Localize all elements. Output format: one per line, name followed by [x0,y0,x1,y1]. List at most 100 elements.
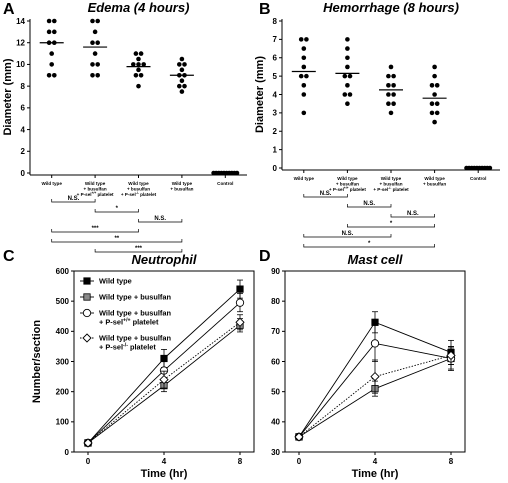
y-axis-label: Number/section [31,320,43,403]
legend-label: Wild type + busulfan [99,309,171,318]
data-point [49,51,54,56]
y-tick-label: 5 [273,72,278,81]
data-point [434,83,440,88]
data-point [179,89,185,94]
y-tick-label: 2 [21,147,26,156]
data-point [304,37,309,42]
comparison-label: N.S. [320,191,332,197]
series-line [87,321,241,444]
x-tick-label: 8 [449,457,454,466]
category-label: Wild type [337,176,358,181]
data-point [432,119,437,125]
panel-title: Hemorrhage (8 hours) [323,0,459,15]
data-point [432,73,437,79]
y-tick-label: 0 [273,164,278,173]
data-point [386,83,391,88]
category-label: + P-sel-/- platelet [121,191,157,197]
panel-letter: B [259,1,271,18]
y-tick-label: 0 [65,448,70,457]
panel-letter: C [3,248,15,265]
category-label: Wild type [424,176,445,181]
data-marker [235,298,245,307]
data-point [429,110,435,116]
data-point [92,29,98,35]
data-point [301,55,307,61]
x-axis-label: Time (hr) [352,468,399,480]
y-tick-label: 60 [271,357,280,366]
series [294,346,456,442]
category-label: Wild type [172,181,193,186]
data-point [133,72,139,78]
comparison-bracket [94,249,183,253]
data-point [49,62,54,67]
data-marker [370,339,380,348]
data-point [429,101,435,106]
data-point [141,62,146,67]
data-point [301,110,307,116]
y-tick-label: 12 [16,39,25,48]
comparison-bracket [347,204,392,208]
y-tick-label: 50 [271,387,280,396]
data-point [388,64,394,70]
panel-letter: D [259,248,271,265]
data-point [391,101,396,106]
comparison-bracket [303,244,435,248]
x-tick-label: 0 [297,457,302,466]
y-tick-label: 600 [56,267,70,276]
data-point [90,62,95,67]
comparison-bracket [303,194,348,198]
comparison-label: ** [114,236,119,242]
y-tick-label: 200 [56,387,70,396]
series [83,314,245,448]
data-point [177,83,182,89]
data-marker [160,354,168,363]
data-point [92,51,98,56]
comparison-label: *** [135,246,143,252]
data-point [46,72,52,78]
y-tick-label: 3 [273,109,278,118]
data-point [46,18,52,24]
data-point [345,64,350,70]
y-tick-label: 8 [273,17,278,26]
y-tick-label: 100 [56,418,70,427]
y-tick-label: 14 [16,17,25,26]
legend-marker [82,333,92,343]
legend-label: Wild type [99,277,132,286]
comparison-label: N.S. [407,211,419,217]
category-label: Wild type [85,181,106,186]
panel-c: C Neutrophil 0 100 200 300 400 500 600 0 4 8 Time (h… [3,248,255,480]
data-point [179,56,185,62]
y-tick-label: 10 [16,60,25,69]
data-point [345,83,350,88]
category-label: Wild type [42,181,63,186]
data-point [95,18,100,24]
comparison-label: N.S. [154,216,166,222]
y-axis-label: Diameter (mm) [254,56,266,133]
data-point [138,72,144,78]
y-tick-label: 7 [273,35,278,44]
data-point [52,18,57,24]
y-tick-label: 70 [271,327,280,336]
data-point [95,40,100,46]
data-point [386,73,391,79]
comparison-label: * [368,241,371,247]
data-point [95,62,100,67]
comparison-bracket [51,239,183,243]
panel-letter: A [3,1,15,18]
data-point [138,51,144,56]
panel-a: A Edema (4 hours) 0 2 4 6 8 10 12 14 Diameter (mm)… [2,0,247,253]
comparison-bracket [51,229,139,233]
data-point [136,62,141,67]
y-tick-label: 4 [21,125,26,134]
category-label: Wild type [381,176,402,181]
data-point [131,62,136,67]
data-point [304,73,309,79]
data-point [386,101,391,106]
data-point [432,64,437,70]
y-axis-label: Diameter (mm) [2,58,14,135]
data-point [52,72,57,78]
y-tick-label: 4 [273,90,278,99]
data-point [301,92,307,97]
y-tick-label: 2 [273,127,278,136]
